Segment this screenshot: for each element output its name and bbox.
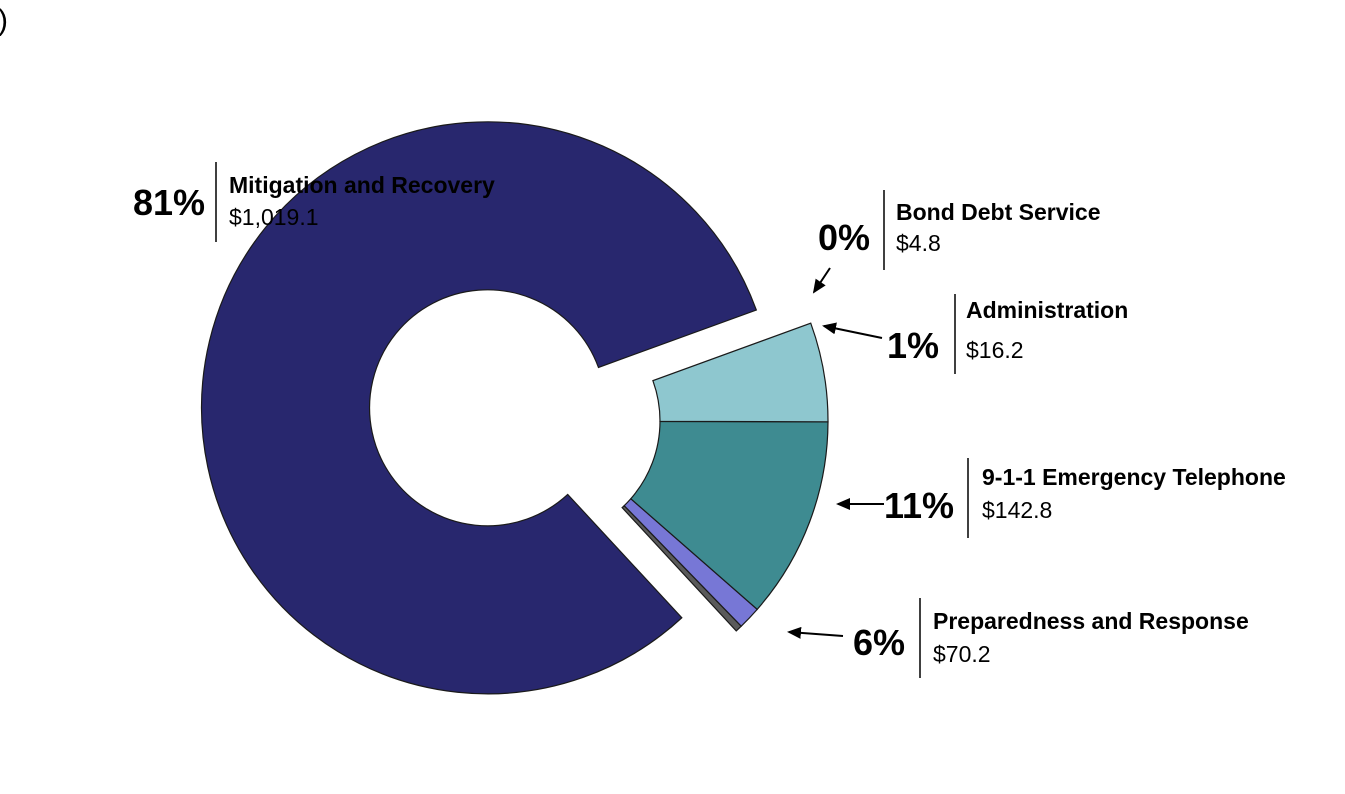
amount-label-911-emergency-telephone: $142.8 <box>982 497 1052 523</box>
name-label-preparedness-and-response: Preparedness and Response <box>933 608 1249 634</box>
label-mitigation-and-recovery: 81% Mitigation and Recovery $1,019.1 <box>133 162 495 242</box>
name-label-911-emergency-telephone: 9-1-1 Emergency Telephone <box>982 464 1286 490</box>
label-911-emergency-telephone: 11% 9-1-1 Emergency Telephone $142.8 <box>836 458 1286 538</box>
arrow-preparedness-and-response <box>787 626 844 639</box>
amount-label-preparedness-and-response: $70.2 <box>933 641 991 667</box>
pct-label-administration: 1% <box>887 325 939 366</box>
name-label-mitigation-and-recovery: Mitigation and Recovery <box>229 172 495 198</box>
label-preparedness-and-response: 6% Preparedness and Response $70.2 <box>787 598 1249 678</box>
slice-mitigation-and-recovery <box>200 121 758 695</box>
pct-label-911-emergency-telephone: 11% <box>884 485 954 526</box>
amount-label-administration: $16.2 <box>966 337 1024 363</box>
pct-label-preparedness-and-response: 6% <box>853 622 905 663</box>
amount-label-bond-debt-service: $4.8 <box>896 230 941 256</box>
amount-label-mitigation-and-recovery: $1,019.1 <box>229 204 319 230</box>
slice-9-1-1-emergency-telephone <box>629 420 829 611</box>
pct-label-bond-debt-service: 0% <box>818 217 870 258</box>
label-administration: 1% Administration $16.2 <box>822 294 1128 374</box>
arrow-administration <box>822 322 883 339</box>
pct-label-mitigation-and-recovery: 81% <box>133 182 205 223</box>
pie-slices <box>200 121 829 695</box>
name-label-bond-debt-service: Bond Debt Service <box>896 199 1101 225</box>
label-bond-debt-service: 0% Bond Debt Service $4.8 <box>812 190 1101 294</box>
arrow-bond-debt-service <box>812 267 831 294</box>
name-label-administration: Administration <box>966 297 1128 323</box>
partial-title-text: ) <box>0 4 8 37</box>
slice-preparedness-and-response <box>652 322 829 423</box>
